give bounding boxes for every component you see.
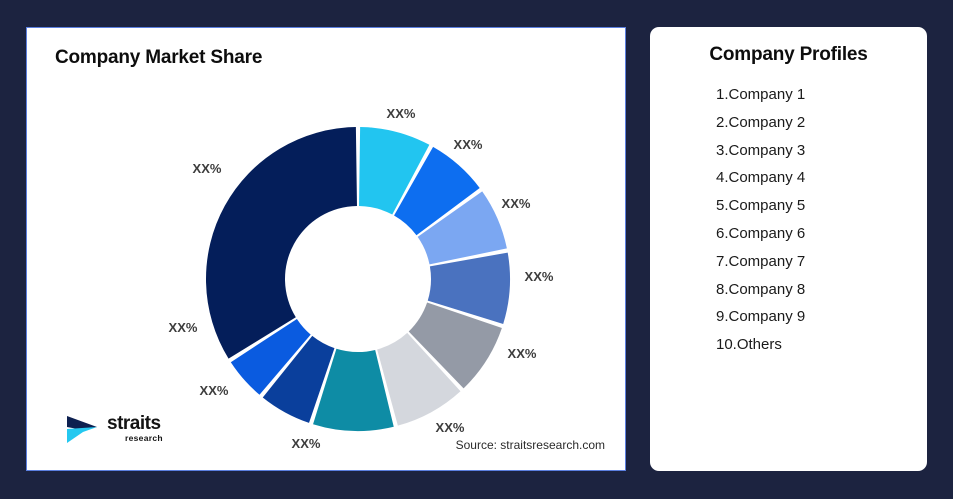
donut-slice[interactable] xyxy=(262,335,335,423)
list-item: 10.Others xyxy=(716,336,782,354)
donut-slice-label: XX% xyxy=(454,137,483,152)
company-profiles-title: Company Profiles xyxy=(709,44,868,65)
donut-slice-label: XX% xyxy=(200,383,229,398)
donut-slice[interactable] xyxy=(359,127,430,215)
donut-slice[interactable] xyxy=(417,191,507,265)
list-item: 5.Company 5 xyxy=(716,197,806,215)
donut-slice-label: XX% xyxy=(502,196,531,211)
donut-slice[interactable] xyxy=(394,146,480,236)
donut-slice-label: XX% xyxy=(193,161,222,176)
list-item: 3.Company 3 xyxy=(716,141,806,159)
donut-slice[interactable] xyxy=(230,318,311,395)
logo-arrow-bottom-shape xyxy=(67,427,97,443)
donut-slice[interactable] xyxy=(427,252,510,324)
page-title: Company Market Share xyxy=(55,47,263,68)
donut-slice-label: XX% xyxy=(508,346,537,361)
donut-slice-label: XX% xyxy=(292,436,321,451)
donut-slice[interactable] xyxy=(408,302,502,389)
donut-slice[interactable] xyxy=(313,348,394,431)
market-share-card: Company Market Share XX% XX% XX% XX% XX% XX% X… xyxy=(26,27,626,471)
logo-wordmark: straits xyxy=(107,413,161,434)
logo-tagline: research xyxy=(125,433,163,443)
list-item: 9.Company 9 xyxy=(716,308,806,326)
donut-slice[interactable] xyxy=(206,127,357,359)
list-item: 4.Company 4 xyxy=(716,169,806,187)
donut-slices xyxy=(206,127,510,431)
logo-arrow-icon xyxy=(67,416,97,443)
list-item: 2.Company 2 xyxy=(716,113,806,131)
logo-arrow-top-shape xyxy=(67,416,97,430)
list-item: 1.Company 1 xyxy=(716,86,806,103)
straits-research-logo: straits research xyxy=(67,410,177,450)
donut-slice[interactable] xyxy=(377,332,461,426)
donut-slice-label: XX% xyxy=(169,320,198,335)
company-profiles-list: 1.Company 1 2.Company 2 3.Company 3 4.Compa… xyxy=(716,81,805,359)
donut-chart-svg: XX% XX% XX% XX% XX% XX% XX% XX% XX% XX% xyxy=(169,106,554,451)
list-item: 6.Company 6 xyxy=(716,224,806,242)
list-item: 8.Company 8 xyxy=(716,280,806,298)
donut-slice-label: XX% xyxy=(436,420,465,435)
donut-slice-label: XX% xyxy=(525,269,554,284)
donut-slice-labels: XX% XX% XX% XX% XX% XX% XX% XX% XX% XX% xyxy=(169,106,554,451)
company-profiles-card: Company Profiles 1.Company 1 2.Company 2 3… xyxy=(650,27,927,471)
donut-chart: XX% XX% XX% XX% XX% XX% XX% XX% XX% XX% xyxy=(27,28,627,472)
source-note: Source: straitsresearch.com xyxy=(455,438,605,452)
list-item: 7.Company 7 xyxy=(716,252,806,270)
donut-slice-label: XX% xyxy=(387,106,416,121)
